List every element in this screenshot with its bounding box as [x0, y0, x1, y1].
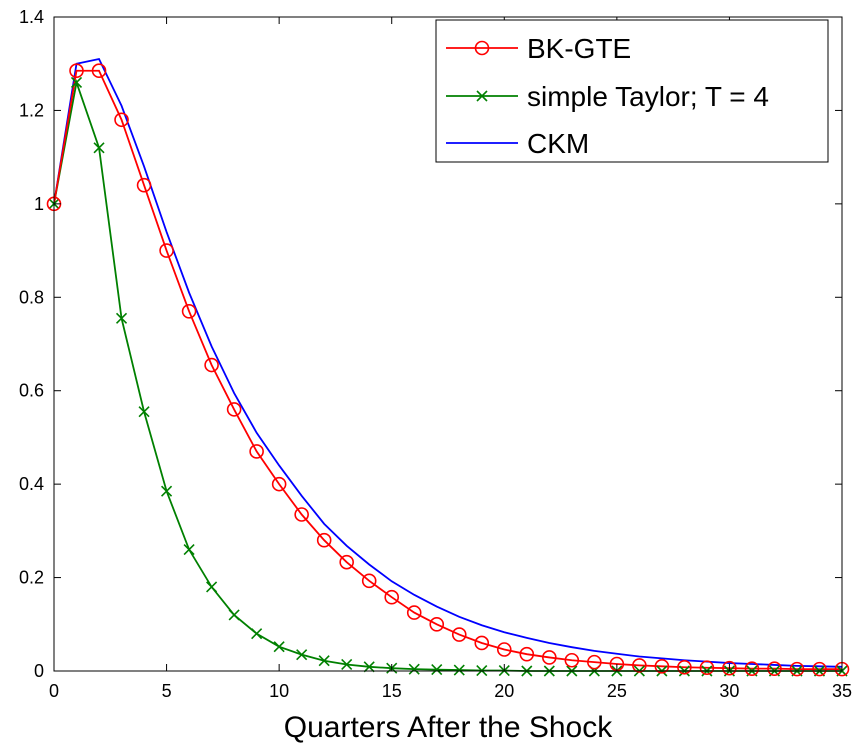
data-point-series-0: [316, 532, 332, 548]
data-point-series-0: [204, 357, 219, 373]
data-point-series-0: [69, 63, 84, 79]
data-point-series-0: [632, 658, 647, 673]
legend-marker: [474, 40, 490, 56]
data-point-series-0: [767, 661, 782, 676]
y-tick-label: 0.8: [19, 287, 44, 307]
data-point-series-0: [699, 660, 715, 676]
y-tick-label: 1.2: [19, 100, 44, 120]
x-tick-label: 35: [832, 681, 852, 701]
data-point-series-0: [91, 63, 107, 79]
data-point-series-1: [115, 312, 128, 324]
data-point-series-1: [206, 581, 218, 593]
data-point-series-1: [453, 664, 465, 676]
x-tick-label: 20: [494, 681, 514, 701]
data-point-series-1: [228, 609, 240, 621]
x-tick-label: 15: [382, 681, 402, 701]
data-point-series-1: [183, 543, 195, 556]
legend-label: simple Taylor; T = 4: [527, 81, 769, 112]
data-point-series-0: [384, 589, 400, 605]
data-point-series-0: [271, 476, 287, 492]
data-point-series-0: [564, 652, 580, 668]
y-axis-ticks: 0 0.2 0.4 0.6 0.8 1 1.2 1.4: [19, 7, 842, 681]
data-point-series-0: [474, 635, 490, 651]
data-point-series-0: [744, 661, 760, 676]
data-point-series-1: [341, 658, 353, 671]
data-point-series-1: [363, 661, 375, 673]
x-tick-label: 5: [162, 681, 172, 701]
y-tick-label: 1.4: [19, 7, 44, 27]
y-tick-label: 0.6: [19, 381, 44, 401]
data-point-series-0: [294, 507, 309, 522]
y-tick-label: 1: [34, 194, 44, 214]
data-point-series-0: [789, 661, 805, 677]
x-tick-label: 10: [269, 681, 289, 701]
data-point-series-0: [654, 659, 670, 674]
data-point-series-0: [587, 654, 602, 670]
data-point-series-0: [181, 303, 197, 319]
data-point-series-0: [451, 627, 467, 642]
data-point-series-0: [406, 605, 422, 620]
x-axis-label: Quarters After the Shock: [284, 711, 613, 744]
y-tick-label: 0.4: [19, 474, 44, 494]
plot-area-frame: [53, 16, 843, 672]
data-point-series-0: [519, 646, 535, 662]
legend-label: CKM: [527, 128, 589, 159]
data-point-series-0: [429, 616, 445, 632]
data-point-series-1: [296, 649, 308, 661]
legend: BK-GTE simple Taylor; T = 4 CKM: [435, 19, 829, 163]
data-point-series-1: [431, 664, 443, 676]
data-point-series-0: [722, 660, 737, 676]
y-tick-label: 0: [34, 661, 44, 681]
data-point-series-1: [138, 406, 150, 418]
data-point-series-1: [251, 628, 263, 640]
data-point-series-1: [93, 142, 105, 154]
legend-marker: [476, 90, 488, 102]
data-point-series-0: [812, 661, 827, 677]
legend-box: [435, 19, 829, 163]
data-point-series-0: [542, 650, 557, 665]
x-tick-label: 25: [607, 681, 627, 701]
x-tick-label: 30: [719, 681, 739, 701]
data-point-series-0: [226, 402, 242, 417]
data-point-series-0: [136, 177, 152, 193]
data-point-series-0: [249, 444, 264, 459]
legend-label: BK-GTE: [527, 33, 631, 64]
data-point-series-1: [318, 655, 330, 667]
data-point-series-1: [161, 485, 173, 497]
data-point-series-0: [159, 243, 174, 258]
data-point-series-0: [114, 112, 129, 128]
y-tick-label: 0.2: [19, 568, 44, 588]
x-tick-label: 0: [49, 681, 59, 701]
data-point-series-0: [677, 659, 692, 675]
data-point-series-1: [408, 663, 420, 675]
data-point-series-0: [339, 554, 354, 570]
data-point-series-0: [496, 642, 512, 657]
data-point-series-1: [273, 641, 285, 653]
data-point-series-0: [361, 573, 377, 589]
data-point-series-1: [70, 76, 83, 88]
